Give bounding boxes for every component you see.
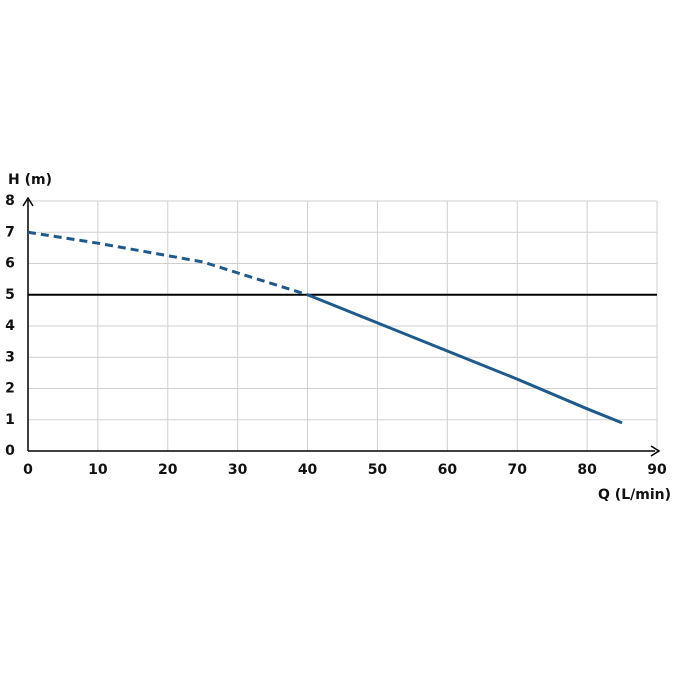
y-tick-label: 5	[5, 287, 15, 303]
y-tick-label: 3	[5, 349, 15, 365]
grid	[27, 200, 658, 452]
curve	[27, 230, 309, 297]
x-tick-label: 60	[438, 462, 458, 478]
y-tick-label: 6	[5, 256, 15, 272]
x-tick-label: 90	[647, 462, 667, 478]
y-tick-label: 2	[5, 381, 15, 397]
x-tick-label: 0	[23, 462, 33, 478]
x-tick-label: 50	[368, 462, 388, 478]
x-tick-label: 30	[228, 462, 248, 478]
x-axis-label: Q (L/min)	[598, 487, 671, 503]
y-axis-arrow	[22, 196, 34, 207]
curve	[306, 293, 623, 425]
x-tick-label: 40	[298, 462, 318, 478]
y-tick-label: 0	[5, 443, 15, 459]
x-tick-label: 10	[88, 462, 108, 478]
x-tick-label: 80	[577, 462, 597, 478]
y-tick-label: 4	[5, 318, 15, 334]
x-tick-label: 70	[507, 462, 527, 478]
y-tick-label: 8	[5, 193, 15, 209]
x-axis-arrow	[650, 445, 661, 457]
y-axis-label: H (m)	[8, 172, 52, 188]
y-tick-label: 7	[5, 224, 15, 240]
y-tick-label: 1	[5, 412, 15, 428]
x-tick-label: 20	[158, 462, 178, 478]
